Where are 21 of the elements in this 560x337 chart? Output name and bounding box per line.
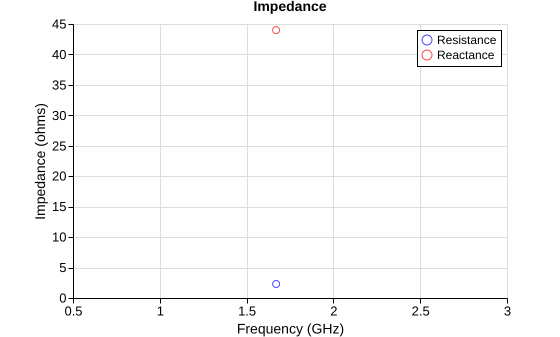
x-axis-title: Frequency (GHz)	[236, 320, 344, 336]
y-tick-label: 30	[52, 108, 66, 123]
y-tick-label: 35	[52, 77, 66, 92]
x-tick-label: 1.5	[238, 304, 256, 318]
x-tick-label: 1	[156, 304, 164, 318]
y-tick-label: 45	[52, 16, 66, 32]
y-tick-label: 25	[52, 138, 66, 154]
y-tick-label: 20	[52, 168, 66, 184]
y-tick-label: 0	[59, 290, 66, 306]
y-tick-label: 10	[52, 230, 66, 245]
y-tick-label: 5	[59, 260, 66, 276]
x-tick-label: 2.5	[412, 304, 430, 318]
y-tick-label: 40	[52, 46, 66, 62]
x-tick-label: 0.5	[64, 304, 83, 318]
y-axis-title: Impedance (ohms)	[32, 103, 48, 220]
x-tick-label: 2	[330, 304, 338, 318]
y-tick-label: 15	[52, 199, 66, 214]
legend-label: Reactance	[437, 48, 495, 62]
legend-label: Resistance	[437, 33, 497, 47]
chart-title: Impedance	[253, 0, 327, 14]
x-tick-label: 3	[504, 304, 512, 318]
